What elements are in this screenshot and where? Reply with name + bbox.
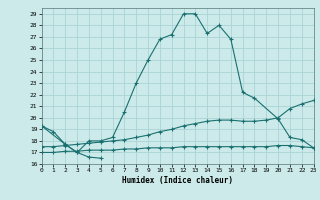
X-axis label: Humidex (Indice chaleur): Humidex (Indice chaleur): [122, 176, 233, 185]
